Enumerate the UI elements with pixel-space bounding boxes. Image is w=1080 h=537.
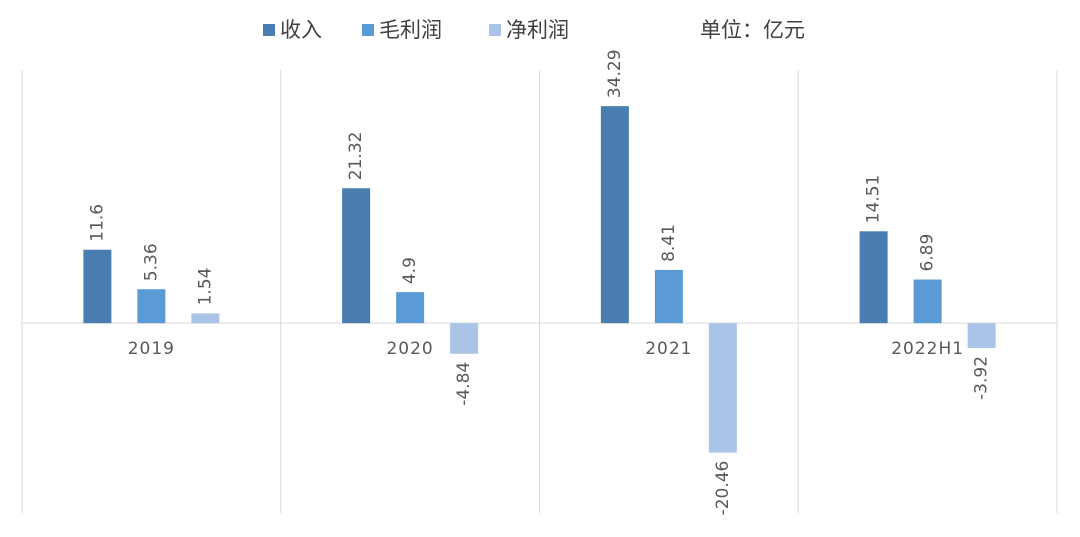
bar — [450, 323, 479, 354]
bar — [708, 323, 737, 453]
bar — [396, 292, 425, 324]
data-label: 11.6 — [87, 204, 107, 242]
legend-label: 收入 — [280, 18, 322, 42]
bar — [83, 249, 112, 324]
x-tick-label: 2020 — [386, 339, 433, 359]
legend-swatch — [489, 24, 501, 36]
bar — [600, 106, 629, 324]
data-label: 5.36 — [141, 243, 161, 281]
legend-swatch — [263, 24, 275, 36]
bar — [137, 289, 166, 324]
bar — [859, 231, 888, 324]
data-label: 34.29 — [605, 49, 625, 98]
x-tick-label: 2019 — [128, 339, 175, 359]
data-label: 4.9 — [400, 257, 420, 284]
x-tick-label: 2022H1 — [891, 339, 964, 359]
x-tick-label: 2021 — [645, 339, 692, 359]
legend-label: 净利润 — [506, 18, 569, 42]
data-label: -4.84 — [454, 362, 474, 406]
data-label: -3.92 — [972, 356, 992, 400]
data-label: 6.89 — [918, 234, 938, 272]
bar — [654, 269, 683, 324]
data-label: 8.41 — [659, 224, 679, 262]
data-label: -20.46 — [713, 461, 733, 516]
bar — [967, 323, 996, 348]
unit-note: 单位：亿元 — [700, 18, 805, 42]
legend-swatch — [362, 24, 374, 36]
data-label: 1.54 — [195, 268, 215, 306]
data-label: 21.32 — [346, 132, 366, 181]
bar — [913, 279, 942, 324]
legend: 收入 毛利润 净利润 — [263, 18, 569, 42]
legend-label: 毛利润 — [379, 18, 442, 42]
bar — [342, 188, 371, 324]
data-label: 14.51 — [864, 175, 884, 224]
bar — [191, 313, 220, 324]
